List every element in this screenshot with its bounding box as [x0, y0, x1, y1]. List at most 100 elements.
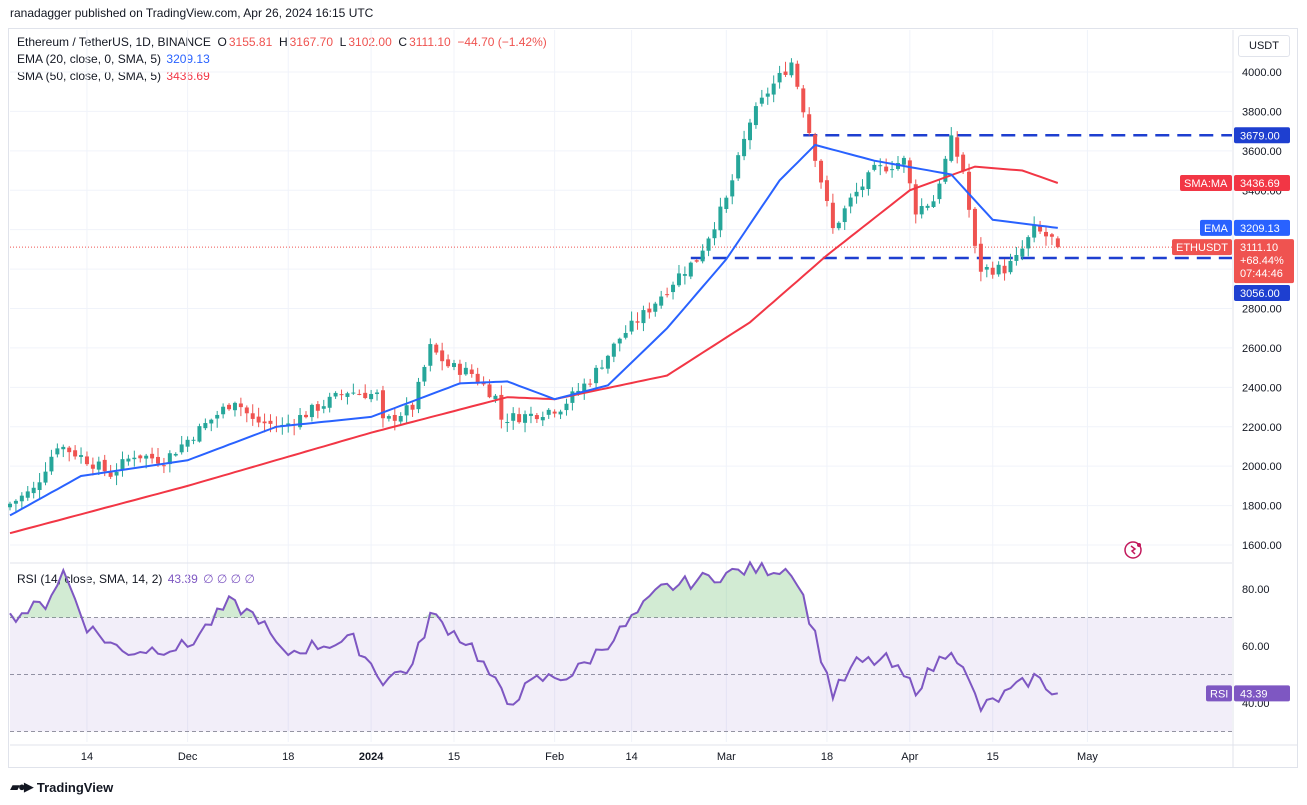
high-value: 3167.70: [289, 35, 333, 49]
candle: [1026, 237, 1031, 249]
candle: [1014, 255, 1019, 261]
candle: [43, 471, 48, 483]
symbol-label-chip[interactable]: ETHUSDT: [1172, 239, 1232, 256]
candle: [126, 458, 131, 462]
sma-label-chip[interactable]: SMA:MA: [1180, 175, 1232, 192]
last-price-tag-text: +68.44%: [1240, 255, 1284, 267]
candle: [925, 205, 930, 208]
rsi-band: [10, 617, 1232, 732]
candle: [262, 421, 267, 424]
candle: [505, 422, 510, 424]
rsi-legend-value: 43.39: [167, 572, 198, 586]
price-tick-label: 1600.00: [1242, 540, 1282, 552]
candle: [647, 308, 652, 313]
candle: [487, 384, 492, 398]
rsi-label-chip[interactable]: RSI: [1206, 685, 1232, 702]
candle: [185, 439, 190, 447]
candle: [309, 404, 314, 418]
candle: [144, 455, 149, 459]
candle: [759, 97, 764, 104]
ema-price-tag[interactable]: 3209.13: [1234, 219, 1290, 236]
candle: [943, 158, 948, 182]
candle: [617, 338, 622, 344]
ema-price-tag-box: [1234, 219, 1290, 236]
candle: [416, 381, 421, 410]
currency-unit-button[interactable]: USDT: [1238, 35, 1290, 57]
candle: [623, 332, 628, 338]
rsi-value-tag[interactable]: 43.39: [1234, 685, 1290, 702]
candle: [629, 320, 634, 332]
candle: [576, 390, 581, 393]
candle: [357, 393, 362, 395]
candle: [209, 419, 214, 424]
ema-label-chip[interactable]: EMA: [1200, 219, 1232, 236]
candle: [1049, 234, 1054, 237]
candle: [712, 229, 717, 239]
candle: [363, 392, 368, 399]
candle: [380, 390, 385, 419]
candle: [31, 487, 36, 494]
candle: [990, 267, 995, 275]
support-price-tag[interactable]: 3056.00: [1234, 285, 1290, 302]
candle: [653, 303, 658, 312]
date-tick-label: 14: [81, 751, 93, 763]
candle: [49, 456, 54, 472]
alert-icon[interactable]: [1124, 541, 1142, 559]
candle: [55, 448, 60, 455]
candle: [250, 413, 255, 419]
rsi-value-tag-box: [1234, 685, 1290, 702]
candle: [528, 413, 533, 416]
candle: [327, 396, 332, 408]
ema20-line: [9, 143, 1058, 517]
candle: [718, 206, 723, 231]
candle: [813, 134, 818, 161]
candle: [493, 395, 498, 400]
candle: [333, 392, 338, 397]
resistance-price-tag[interactable]: 3679.00: [1234, 127, 1290, 144]
support-price-tag-box: [1234, 285, 1290, 302]
candle: [896, 162, 900, 169]
date-tick-label: Apr: [901, 751, 918, 763]
sma-label-chip-text: SMA:MA: [1184, 178, 1228, 190]
candle: [79, 455, 84, 457]
last-price-tag-text: 3111.10: [1240, 242, 1278, 254]
candle: [1002, 265, 1007, 274]
last-price-tag[interactable]: 3111.10+68.44%07:44:46: [1234, 239, 1294, 284]
candle: [552, 411, 557, 414]
candle: [682, 274, 687, 276]
sma-price-tag[interactable]: 3436.69: [1234, 175, 1290, 192]
rsi-extra: ∅ ∅ ∅ ∅: [203, 572, 255, 586]
symbol-name[interactable]: Ethereum / TetherUS, 1D, BINANCE: [17, 35, 211, 49]
candle: [878, 165, 883, 167]
candle: [422, 366, 427, 382]
candle: [369, 393, 374, 400]
candle: [789, 62, 794, 76]
candle: [600, 367, 604, 369]
ema-label-chip-text: EMA: [1204, 223, 1229, 235]
tradingview-logo[interactable]: ▰●▶ TradingView: [10, 779, 113, 795]
rsi-line: [9, 560, 1058, 714]
candle: [120, 459, 125, 471]
candle: [197, 426, 202, 442]
candle: [736, 155, 741, 179]
high-label: H: [278, 35, 288, 49]
candle: [1055, 238, 1060, 248]
candle: [688, 262, 693, 277]
candle: [546, 409, 551, 415]
candle: [694, 260, 699, 262]
rsi-legend[interactable]: RSI (14, close, SMA, 14, 2) 43.39 ∅ ∅ ∅ …: [17, 572, 255, 586]
sma-label-chip-box: [1180, 175, 1232, 192]
candle: [742, 138, 747, 157]
candle: [428, 344, 433, 366]
candle: [375, 392, 380, 395]
candle: [594, 367, 599, 384]
ema-legend[interactable]: EMA (20, close, 0, SMA, 5) 3209.13: [17, 52, 210, 66]
date-tick-label: Dec: [178, 751, 198, 763]
candle: [801, 88, 806, 113]
candle: [961, 154, 966, 172]
candle: [1038, 225, 1043, 232]
tradingview-logo-icon: ▰●▶: [10, 779, 34, 794]
candle: [783, 71, 788, 75]
price-tick-label: 2200.00: [1242, 422, 1282, 434]
